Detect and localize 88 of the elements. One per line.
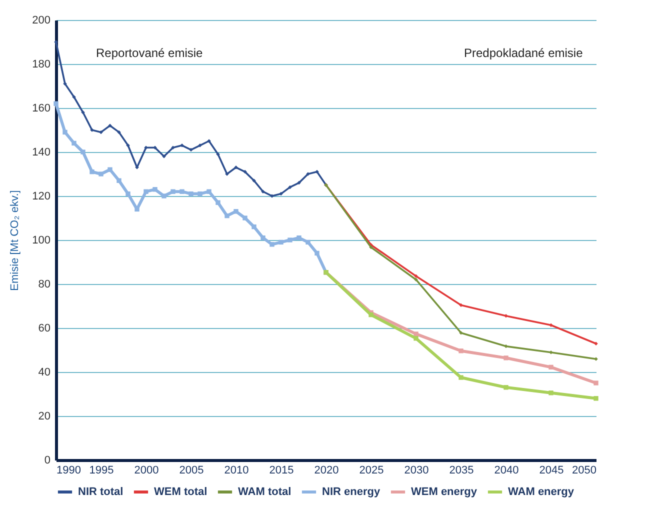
point — [314, 250, 320, 256]
x-tick-label: 2025 — [359, 464, 384, 476]
x-tick-label: 2045 — [539, 464, 564, 476]
point — [458, 375, 464, 380]
y-tick-label: 200 — [32, 14, 50, 26]
point — [189, 148, 193, 152]
point — [180, 189, 184, 194]
point — [170, 189, 176, 194]
point — [188, 191, 194, 196]
y-axis-title: Emisie [Mt CO₂ ekv.] — [9, 190, 22, 291]
point — [296, 235, 302, 240]
y-tick-label: 140 — [32, 146, 50, 158]
point — [99, 130, 103, 134]
point — [369, 245, 373, 250]
legend-label: WAM total — [238, 486, 292, 498]
point — [414, 336, 418, 341]
x-tick-label: 2030 — [404, 464, 429, 476]
x-tick-label: 2005 — [179, 464, 204, 476]
point — [504, 344, 508, 348]
point — [368, 312, 374, 318]
y-tick-label: 60 — [38, 322, 50, 334]
point — [162, 194, 166, 198]
point — [306, 240, 310, 245]
point — [54, 101, 58, 106]
point — [206, 189, 212, 194]
point — [126, 191, 130, 196]
point — [279, 192, 283, 196]
point — [216, 200, 220, 205]
point — [278, 240, 284, 245]
point — [72, 140, 76, 146]
point — [234, 209, 238, 214]
x-tick-label: 2015 — [269, 464, 294, 476]
point — [98, 172, 104, 176]
line-series — [54, 40, 328, 198]
point — [288, 185, 292, 190]
legend-label: NIR energy — [322, 486, 381, 498]
point — [144, 189, 148, 194]
point — [548, 364, 554, 370]
legend-label: NIR total — [78, 486, 124, 498]
annotation: Reportované emisie — [96, 46, 204, 60]
point — [504, 385, 508, 390]
y-tick-label: 40 — [38, 366, 50, 378]
legend-label: WEM total — [154, 486, 208, 498]
point — [414, 332, 418, 336]
point — [63, 82, 67, 86]
point — [152, 187, 158, 192]
point — [288, 238, 292, 242]
point — [242, 216, 248, 220]
annotation: Predpokladané emisie — [464, 46, 584, 60]
x-tick-label: 2020 — [314, 464, 339, 476]
point — [594, 396, 598, 401]
point — [297, 180, 301, 185]
point — [315, 170, 319, 174]
y-tick-label: 120 — [32, 190, 50, 202]
legend-label: WEM energy — [411, 486, 478, 498]
x-tick-label: 2035 — [449, 464, 474, 476]
point — [224, 213, 230, 218]
x-tick-label: 2040 — [494, 464, 519, 476]
point — [549, 323, 553, 328]
point — [80, 150, 86, 154]
y-tick-label: 80 — [38, 278, 50, 290]
point — [108, 167, 112, 172]
x-tick-label: 1995 — [89, 464, 114, 476]
point — [117, 130, 121, 134]
y-tick-label: 0 — [44, 454, 50, 466]
y-tick-label: 20 — [38, 410, 50, 422]
y-tick-label: 180 — [32, 58, 50, 70]
point — [458, 348, 464, 354]
x-tick-label: 1990 — [56, 464, 81, 476]
point — [216, 152, 220, 156]
point — [90, 169, 94, 174]
x-tick-label: 2000 — [134, 464, 159, 476]
x-tick-label: 2010 — [224, 464, 249, 476]
point — [62, 130, 68, 135]
point — [260, 235, 266, 240]
point — [198, 191, 202, 196]
point — [594, 380, 598, 386]
y-tick-label: 100 — [32, 234, 50, 246]
point — [548, 390, 554, 396]
point — [116, 178, 122, 183]
y-tick-label: 160 — [32, 102, 50, 114]
point — [459, 330, 463, 335]
point — [504, 356, 508, 360]
legend-label: WAM energy — [508, 486, 575, 498]
point — [252, 224, 256, 230]
point — [270, 242, 274, 247]
x-tick-label: 2050 — [572, 464, 596, 476]
point — [243, 170, 247, 174]
